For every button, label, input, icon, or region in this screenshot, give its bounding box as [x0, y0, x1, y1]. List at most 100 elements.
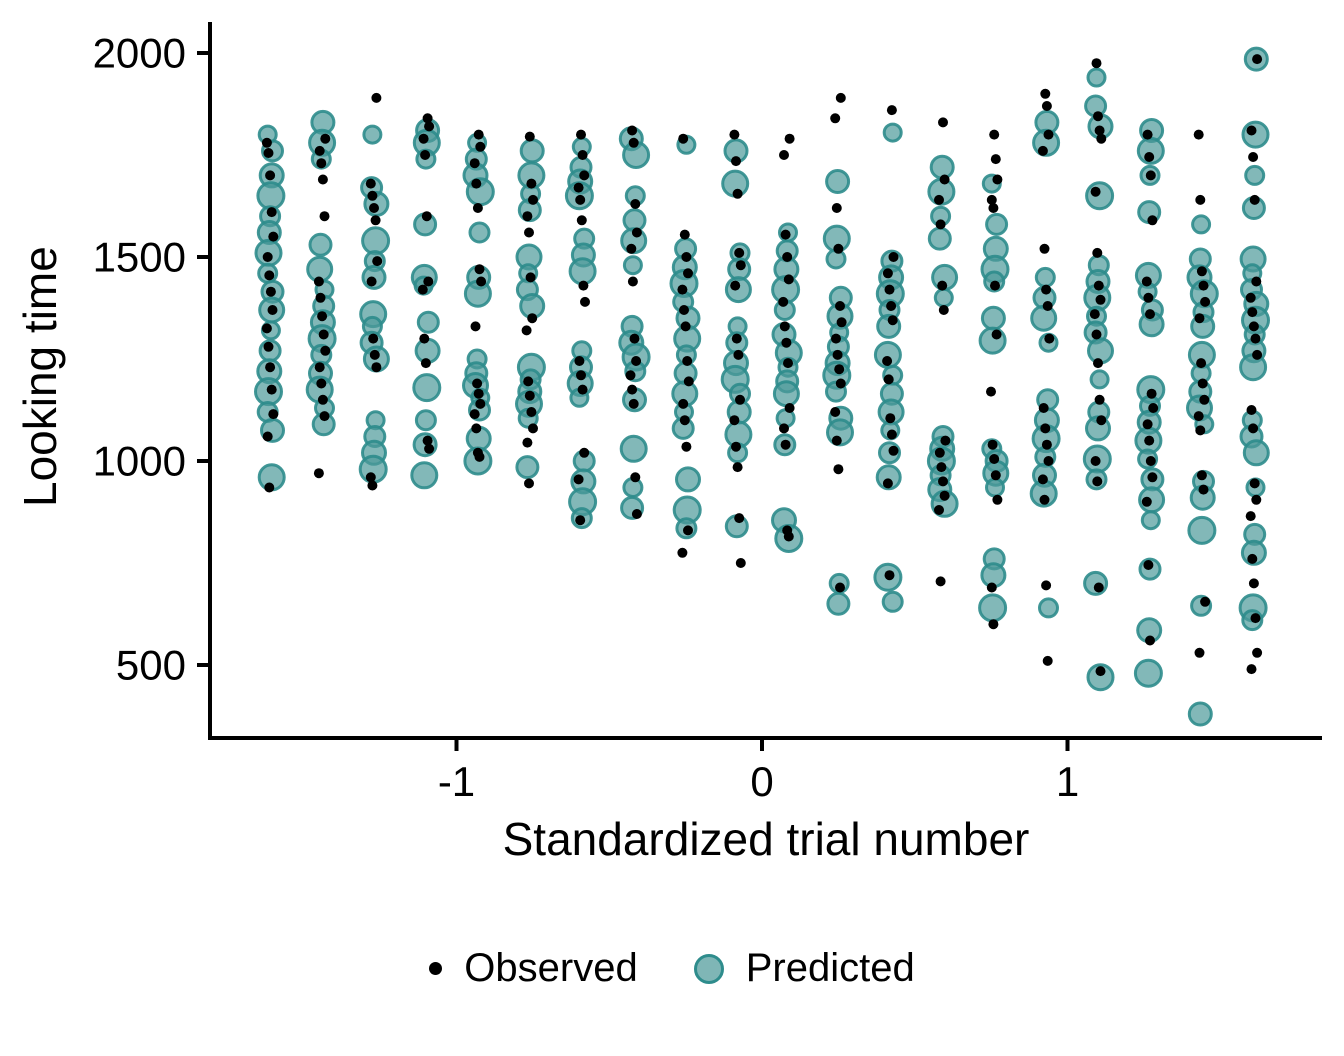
observed-point	[370, 215, 381, 226]
observed-point	[1250, 613, 1261, 624]
observed-point	[1141, 496, 1152, 507]
observed-point	[830, 407, 841, 417]
observed-point	[681, 252, 692, 262]
predicted-point	[1187, 701, 1213, 727]
predicted-point	[826, 591, 851, 616]
observed-point	[1144, 435, 1155, 446]
observed-point	[366, 276, 377, 287]
observed-point	[1038, 403, 1049, 413]
observed-point	[320, 133, 331, 144]
observed-point	[318, 329, 329, 340]
observed-point	[1041, 284, 1052, 295]
observed-point	[316, 378, 327, 389]
observed-point	[681, 441, 692, 452]
observed-point	[424, 121, 435, 132]
observed-point	[521, 325, 532, 336]
observed-point	[882, 478, 893, 489]
observed-point	[1252, 349, 1263, 360]
observed-point	[371, 92, 382, 103]
observed-point	[782, 252, 793, 262]
observed-point	[371, 362, 382, 373]
observed-point	[882, 356, 893, 366]
observed-point	[831, 435, 842, 446]
observed-point	[631, 509, 642, 519]
observed-point	[934, 194, 944, 205]
observed-point	[1196, 266, 1207, 277]
observed-point	[780, 439, 791, 450]
observed-point	[1250, 333, 1261, 344]
observed-point	[780, 229, 791, 240]
observed-point	[265, 170, 276, 181]
observed-point	[1093, 280, 1104, 291]
predicted-point	[772, 380, 800, 408]
observed-point	[991, 329, 1002, 340]
observed-point	[523, 376, 534, 387]
legend-item-observed: Observed	[429, 946, 638, 991]
observed-point	[526, 407, 537, 417]
predicted-point	[361, 226, 391, 256]
observed-point	[992, 174, 1003, 185]
observed-point	[369, 349, 380, 360]
observed-point	[313, 276, 324, 287]
observed-point	[265, 286, 276, 297]
observed-point	[1198, 280, 1209, 291]
observed-point	[630, 472, 641, 483]
observed-point	[474, 451, 485, 462]
observed-point	[1195, 194, 1206, 205]
observed-point	[678, 398, 689, 409]
predicted-point	[1085, 181, 1115, 211]
observed-point	[1247, 307, 1258, 318]
predicted-point	[1191, 214, 1212, 235]
observed-point	[262, 252, 273, 262]
axes-layer	[197, 22, 1322, 751]
observed-point	[631, 356, 642, 366]
observed-point	[1193, 411, 1204, 422]
observed-point	[887, 315, 898, 326]
observed-point	[473, 388, 484, 399]
observed-point	[1249, 478, 1260, 489]
observed-point	[882, 268, 893, 279]
observed-point	[1037, 474, 1048, 485]
observed-point	[524, 227, 534, 238]
observed-point	[578, 280, 589, 291]
observed-point	[365, 178, 376, 189]
observed-point	[1040, 423, 1051, 434]
observed-point	[420, 358, 431, 369]
observed-point	[473, 129, 484, 140]
observed-point	[1095, 666, 1106, 677]
observed-point	[522, 211, 533, 222]
observed-point	[734, 247, 745, 258]
predicted-point	[1187, 515, 1217, 545]
observed-point	[261, 137, 272, 148]
observed-point	[1145, 456, 1156, 466]
observed-point	[627, 276, 638, 287]
observed-point	[987, 439, 998, 450]
observed-point	[779, 321, 790, 332]
predicted-point	[724, 276, 752, 304]
observed-point	[1041, 101, 1052, 111]
observed-point	[314, 145, 325, 156]
observed-point	[1093, 111, 1103, 122]
observed-point	[319, 211, 330, 222]
observed-point	[471, 423, 482, 434]
observed-point	[990, 280, 1000, 291]
observed-point	[885, 413, 896, 424]
x-tick-label: 1	[1056, 758, 1079, 805]
observed-point	[524, 390, 535, 401]
observed-point	[576, 215, 587, 226]
observed-point	[522, 437, 533, 448]
observed-point	[470, 321, 481, 332]
observed-point	[261, 323, 272, 334]
observed-point	[576, 129, 586, 140]
predicted-point	[1030, 304, 1058, 332]
observed-point	[1197, 378, 1208, 389]
observed-point	[472, 378, 483, 389]
observed-point	[528, 423, 538, 434]
observed-point	[986, 194, 997, 205]
predicted-point	[416, 310, 440, 334]
observed-point	[579, 170, 590, 181]
y-tick-label: 2000	[93, 30, 186, 77]
predicted-point	[1038, 597, 1059, 619]
observed-point	[627, 384, 638, 395]
